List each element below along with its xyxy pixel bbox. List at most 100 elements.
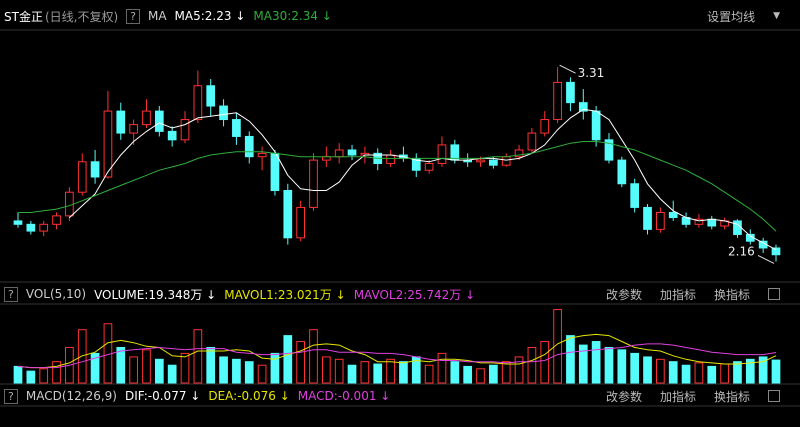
tool-button[interactable]: 换指标 [713,287,750,302]
volume-bar [244,361,254,384]
candle-body [771,247,781,256]
legend-entry: DEA:-0.076 ↓ [208,389,290,403]
candle-body [694,218,704,225]
volume-bar [604,346,614,384]
volume-bar [116,346,126,384]
leader [559,64,576,74]
legend-entry: MAVOL2:25.742万 ↓ [353,287,476,302]
volume-bar [591,341,601,384]
candle-body [476,159,485,163]
close-button[interactable] [768,390,780,402]
candle-body [283,190,293,239]
legend-entry: DIF:-0.077 ↓ [124,389,201,403]
volume-bar [489,364,498,384]
volume-bar [694,362,704,384]
leader [757,255,775,264]
tool-button[interactable]: 加指标 [659,389,696,404]
volume-bar [180,352,190,384]
candle-body [257,152,267,158]
volume-bar [424,364,434,384]
candle-body [206,85,216,107]
candle-body [334,149,344,158]
candle-body [103,110,113,178]
tool-button[interactable]: 改参数 [605,389,642,404]
help[interactable]: ? [126,8,140,24]
help[interactable]: ? [4,286,18,302]
tool-button[interactable]: 加指标 [659,287,696,302]
volume-bar [360,361,370,384]
candle-body [617,159,627,185]
volume-bar [643,356,652,384]
candle-body [39,223,49,232]
volume-bar [399,361,408,384]
volume-bar [758,356,768,384]
volume-bar [232,358,241,384]
volume-bar [257,364,267,384]
volume-bar [283,335,293,384]
candle-body [296,206,305,239]
legend-entry: MACD:-0.001 ↓ [297,389,391,403]
volume-bar [347,364,357,384]
candle-body [450,144,460,161]
candle-body [604,139,614,161]
macd-header: ? MACD(12,26,9) DIF:-0.077 ↓ DEA:-0.076 ↓… [4,386,796,406]
tools: 改参数 加指标 换指标 [596,286,788,303]
volume-bar [771,359,781,384]
ma-line [69,108,777,251]
low-label: 2.16 [728,244,755,258]
candle-body [309,159,318,208]
candle-body [668,211,678,219]
candle-body [424,162,434,171]
indicator: MA [147,9,167,23]
volume-bar [720,363,729,384]
volume-bar [566,335,575,384]
volume-bar [656,358,665,384]
volume-bar [733,361,742,384]
volume-bar [386,358,395,384]
candle-body [77,161,87,193]
candle-body [321,156,331,161]
candle-body [656,211,665,230]
volume-bar [39,368,49,384]
volume-bar [450,361,460,384]
volume-header: ? VOL(5,10) VOLUME:19.348万 ↓ MAVOL1:23.0… [4,284,796,304]
candle-body [630,183,640,208]
volume-bar [373,363,383,384]
candle-body [52,215,61,225]
period: (日线,不复权) [44,9,119,24]
stock-name: ST金正 [4,9,43,24]
candle-body [270,152,280,192]
volume-bar [219,356,228,384]
volume-bar [193,329,203,384]
candle-body [142,110,151,126]
volume-bar [154,358,164,384]
candle-body [489,159,498,166]
volume-bar [578,344,588,384]
candle-body [193,85,203,121]
candle-body [643,206,652,230]
close-button[interactable] [768,288,780,300]
tools: 设置均线 ▼ [697,8,788,25]
help[interactable]: ? [4,388,18,404]
tool-button[interactable]: 换指标 [713,389,750,404]
legend-entry: MA30:2.34 ↓ [253,9,332,23]
volume-bar [437,352,447,384]
volume-bar [745,358,755,384]
indicator-title: VOL(5,10) [25,287,87,301]
indicator-title: MACD(12,26,9) [25,389,117,403]
candle-body [167,130,177,141]
tool-button[interactable]: 改参数 [605,287,642,302]
volume-bar [296,341,305,384]
volume-bar [540,341,550,384]
volume-bar [13,365,23,384]
dropdown-caret[interactable]: ▼ [773,11,780,21]
volume-bar [309,329,318,384]
candle-body [733,220,742,235]
settings-button[interactable]: 设置均线 [707,9,756,24]
candle-body [116,110,126,134]
candle-body [347,149,357,156]
volume-bar [90,352,100,384]
candle-body [501,156,511,166]
